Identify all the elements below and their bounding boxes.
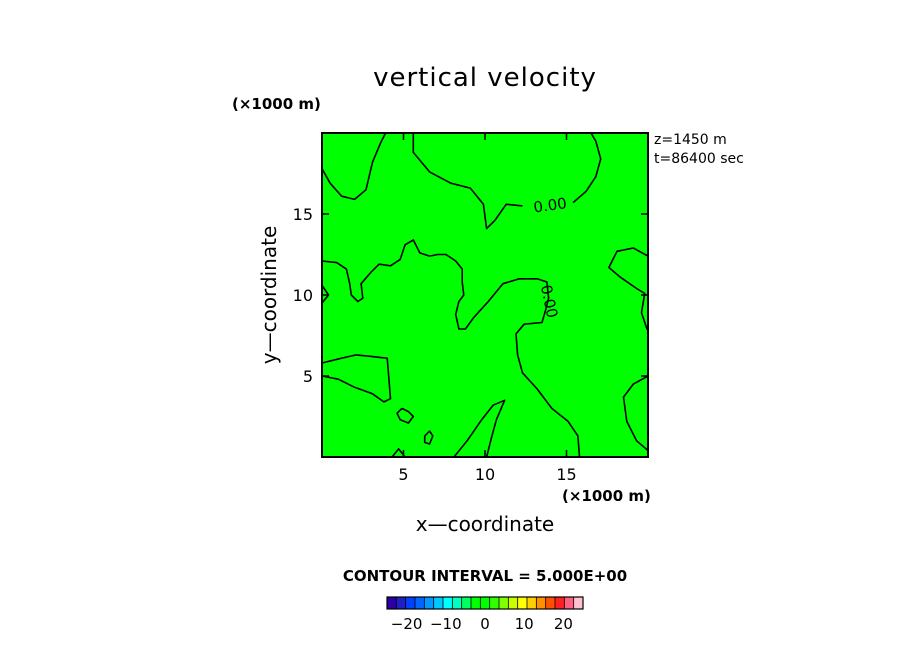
x-ticks: 5 10 15	[398, 133, 577, 484]
info-z: z=1450 m	[654, 132, 727, 148]
colorbar-tick-label: 20	[554, 615, 573, 633]
colorbar-swatch	[564, 597, 574, 609]
colorbar-swatch	[405, 597, 416, 609]
colorbar	[386, 596, 584, 610]
colorbar-swatch	[424, 597, 434, 609]
y-unit-label: (×1000 m)	[232, 95, 321, 113]
colorbar-swatch	[536, 597, 546, 609]
contour-line	[423, 430, 434, 445]
colorbar-frame	[386, 596, 584, 610]
colorbar-swatch	[499, 597, 509, 609]
y-tick-label: 15	[293, 205, 313, 224]
x-axis-label: x—coordinate	[416, 512, 555, 536]
colorbar-swatch	[452, 597, 462, 609]
contour-line	[321, 132, 387, 201]
contour-line	[608, 247, 649, 331]
contour-line	[321, 239, 581, 458]
colorbar-swatch	[433, 597, 444, 609]
colorbar-swatch	[443, 597, 453, 609]
x-unit-label: (×1000 m)	[562, 487, 651, 505]
y-tick-label: 5	[303, 367, 313, 386]
chart-title: vertical velocity	[373, 63, 597, 93]
contour-line	[572, 132, 602, 204]
colorbar-swatch	[555, 597, 565, 609]
colorbar-swatch	[387, 597, 397, 609]
contour-line	[321, 354, 392, 403]
contour-line	[622, 375, 649, 452]
colorbar-swatch	[517, 597, 528, 609]
colorbar-swatch	[461, 597, 472, 609]
x-tick-label: 15	[556, 465, 576, 484]
colorbar-swatch	[471, 597, 481, 609]
y-axis-label: y—coordinate	[257, 226, 281, 365]
colorbar-swatch	[480, 597, 490, 609]
contour-lines	[321, 132, 649, 458]
colorbar-tick-label: −20	[391, 615, 423, 633]
colorbar-ticks: −20 −10 0 10 20	[391, 615, 573, 633]
colorbar-swatch	[545, 597, 556, 609]
contour-line	[396, 407, 415, 424]
colorbar-tick-label: 10	[515, 615, 534, 633]
colorbar-swatch	[489, 597, 500, 609]
contour-line	[453, 399, 506, 458]
colorbar-tick-label: −10	[430, 615, 462, 633]
x-tick-label: 5	[398, 465, 408, 484]
colorbar-swatch	[508, 597, 518, 609]
contour-labels: 0.000.00	[532, 194, 568, 319]
contour-line	[412, 133, 523, 230]
info-t: t=86400 sec	[654, 151, 744, 167]
colorbar-swatch	[415, 597, 425, 609]
colorbar-swatch	[396, 597, 406, 609]
contour-interval-label: CONTOUR INTERVAL = 5.000E+00	[343, 567, 627, 585]
plot-area	[322, 133, 648, 457]
contour-label: 0.00	[532, 194, 568, 216]
y-tick-label: 10	[293, 286, 313, 305]
x-tick-label: 10	[475, 465, 495, 484]
colorbar-swatch	[527, 597, 537, 609]
colorbar-swatch	[573, 597, 584, 609]
y-ticks: 5 10 15	[293, 205, 648, 386]
colorbar-tick-label: 0	[480, 615, 490, 633]
